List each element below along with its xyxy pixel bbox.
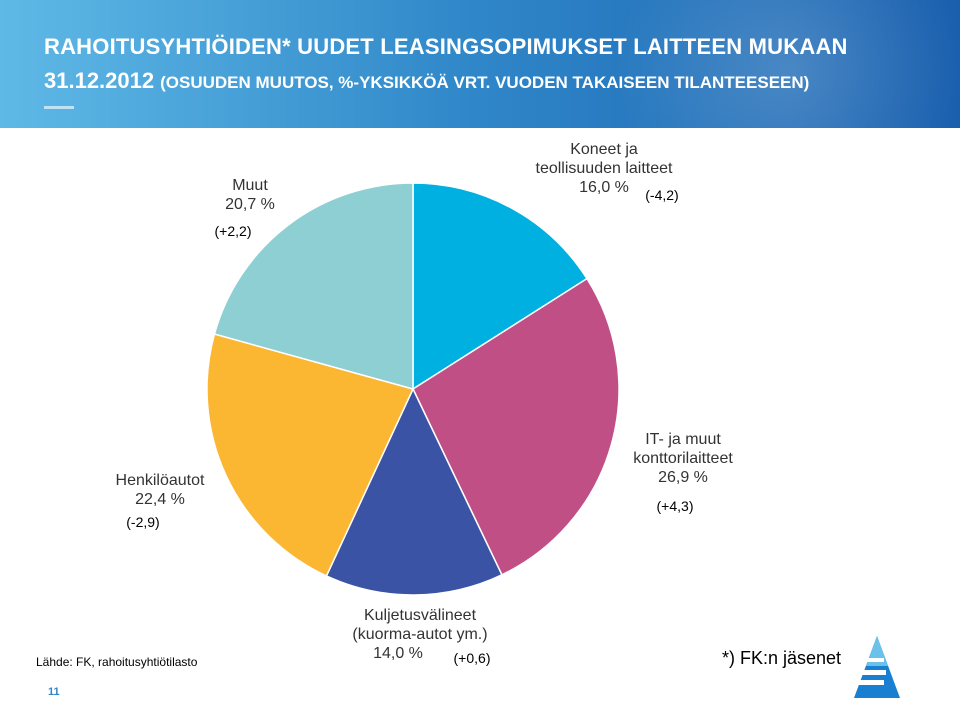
pie-slice — [325, 387, 503, 596]
pie-slice — [412, 182, 588, 391]
slice-value-label: 16,0 % — [579, 179, 629, 196]
slice-change-label: (+2,2) — [215, 223, 252, 239]
pie-slice — [213, 182, 414, 390]
header-banner: RAHOITUSYHTIÖIDEN* UUDET LEASINGSOPIMUKS… — [0, 0, 960, 128]
slice-category-label: Henkilöautot — [116, 472, 206, 489]
slice-change-label: (-4,2) — [645, 187, 678, 203]
slice-category-label: Muut — [232, 177, 268, 194]
slice-change-label: (-2,9) — [126, 514, 159, 530]
header-decoration — [580, 0, 960, 128]
pie-slice — [412, 277, 620, 576]
slice-value-label: 14,0 % — [373, 645, 423, 662]
chart-title: RAHOITUSYHTIÖIDEN* UUDET LEASINGSOPIMUKS… — [44, 34, 848, 59]
slice-change-label: (+0,6) — [454, 650, 491, 666]
footnote: *) FK:n jäsenet — [722, 648, 842, 668]
slice-value-label: 26,9 % — [658, 469, 708, 486]
slice-category-label: Kuljetusvälineet — [364, 607, 477, 624]
slice-change-label: (+4,3) — [657, 498, 694, 514]
chart-subtitle-text: (OSUUDEN MUUTOS, %-YKSIKKÖÄ VRT. VUODEN … — [160, 73, 810, 92]
title-underline — [44, 106, 74, 109]
fk-logo-icon — [854, 636, 900, 698]
slice-category-label: IT- ja muut — [645, 431, 721, 448]
slice-category-label: konttorilaitteet — [633, 450, 733, 467]
pie-slice — [206, 333, 415, 577]
slice-value-label: 22,4 % — [135, 491, 185, 508]
slice-category-label: (kuorma-autot ym.) — [352, 626, 487, 643]
source-note: Lähde: FK, rahoitusyhtiötilasto — [36, 655, 198, 669]
slice-category-label: Koneet ja — [570, 141, 638, 158]
pie-labels: Koneet ja teollisuuden laitteet 16,0 % (-4,… — [116, 141, 734, 666]
pie-slices — [206, 182, 620, 596]
page-number: 11 — [48, 686, 60, 698]
slice-category-label: teollisuuden laitteet — [536, 160, 674, 177]
chart-subtitle: 31.12.2012 (OSUUDEN MUUTOS, %-YKSIKKÖÄ VR… — [44, 68, 809, 94]
slice-value-label: 20,7 % — [225, 196, 275, 213]
chart-date: 31.12.2012 — [44, 68, 155, 93]
